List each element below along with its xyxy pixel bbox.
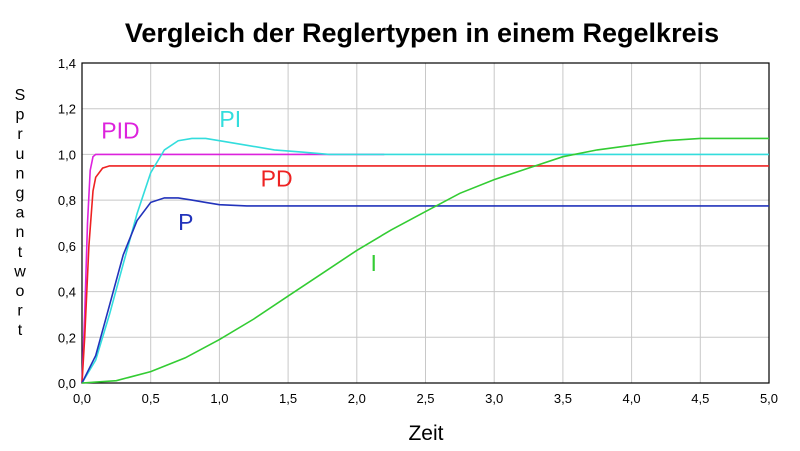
y-axis-label-char: S bbox=[15, 87, 26, 104]
x-tick-label: 0,0 bbox=[73, 391, 91, 406]
x-tick-label: 2,0 bbox=[348, 391, 366, 406]
y-tick-label: 0,2 bbox=[58, 330, 76, 345]
y-axis-label-char: r bbox=[17, 126, 23, 143]
series-label-pid: PID bbox=[101, 117, 139, 143]
x-tick-label: 1,5 bbox=[279, 391, 297, 406]
y-tick-label: 0,0 bbox=[58, 376, 76, 391]
x-tick-labels: 0,0 0,5 1,0 1,5 2,0 2,5 3,0 3,5 4,0 4,5 5,0 bbox=[73, 391, 778, 406]
series-label-pd: PD bbox=[261, 165, 293, 191]
series-line-i bbox=[81, 137, 769, 384]
series-line-p bbox=[81, 197, 769, 384]
x-tick-label: 3,5 bbox=[554, 391, 572, 406]
y-tick-label: 0,8 bbox=[58, 193, 76, 208]
x-tick-label: 1,0 bbox=[210, 391, 228, 406]
x-tick-label: 4,0 bbox=[623, 391, 641, 406]
y-tick-label: 0,6 bbox=[58, 239, 76, 254]
series-label-i: I bbox=[371, 250, 377, 276]
plot-frame bbox=[81, 62, 770, 384]
y-axis-label-char: o bbox=[16, 283, 25, 300]
series-line-pid bbox=[81, 153, 385, 384]
y-axis-label-char: w bbox=[13, 263, 26, 280]
x-axis-label: Zeit bbox=[408, 422, 443, 445]
y-axis-label-char: p bbox=[16, 107, 25, 124]
y-tick-labels: 0,0 0,2 0,4 0,6 0,8 1,0 1,2 1,4 bbox=[58, 56, 76, 391]
y-axis-label-char: u bbox=[16, 146, 25, 163]
series-layer bbox=[81, 137, 769, 384]
chart-title: Vergleich der Reglertypen in einem Regel… bbox=[125, 18, 719, 48]
y-tick-label: 1,2 bbox=[58, 102, 76, 117]
y-axis-label-char: n bbox=[16, 224, 25, 241]
x-tick-label: 4,5 bbox=[691, 391, 709, 406]
y-axis-label-char: t bbox=[18, 244, 23, 261]
series-label-p: P bbox=[178, 209, 193, 235]
y-tick-label: 1,4 bbox=[58, 56, 76, 71]
y-axis-label-char: n bbox=[16, 165, 25, 182]
x-tick-label: 2,5 bbox=[416, 391, 434, 406]
series-label-pi: PI bbox=[219, 106, 241, 132]
x-tick-label: 0,5 bbox=[142, 391, 160, 406]
x-tick-label: 3,0 bbox=[485, 391, 503, 406]
y-tick-label: 1,0 bbox=[58, 147, 76, 162]
y-tick-label: 0,4 bbox=[58, 285, 76, 300]
x-tick-label: 5,0 bbox=[760, 391, 778, 406]
y-axis-label-char: t bbox=[18, 322, 23, 339]
y-axis-label-char: r bbox=[17, 303, 23, 320]
y-axis-label-char: a bbox=[16, 205, 25, 222]
y-axis-label-char: g bbox=[16, 185, 25, 202]
series-line-pd bbox=[81, 165, 769, 384]
